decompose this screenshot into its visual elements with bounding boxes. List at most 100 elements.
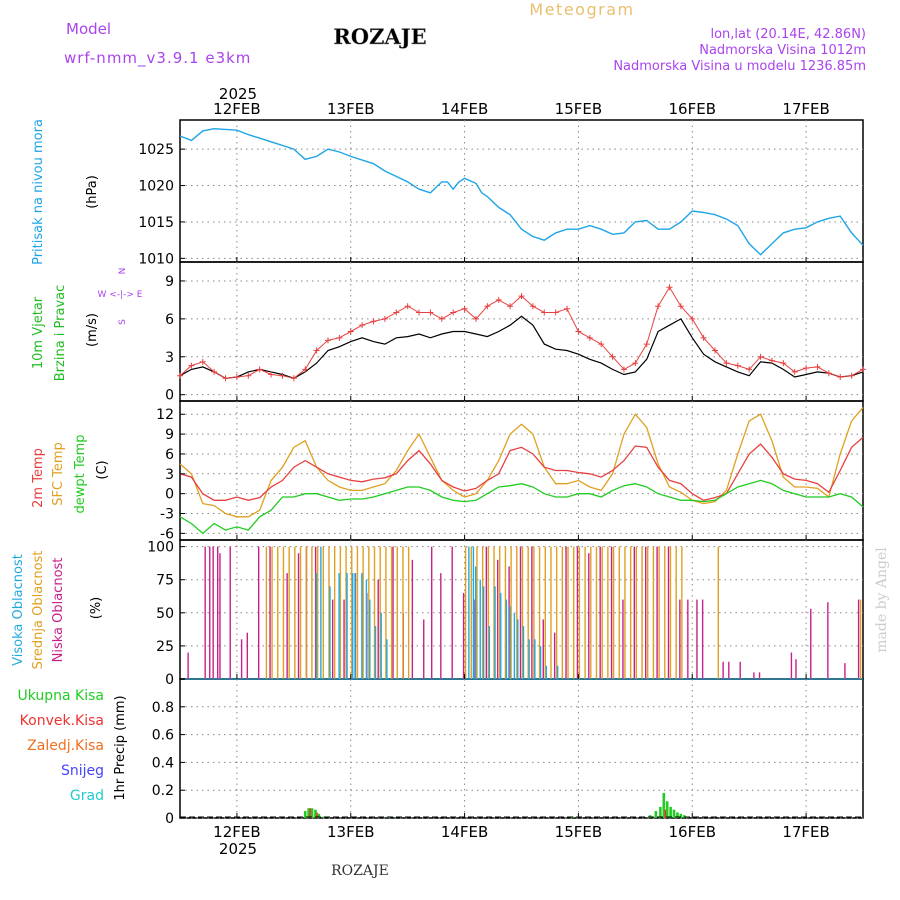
y-tick-label: 1020 — [138, 179, 174, 195]
coords-label: lon,lat (20.14E, 42.86N) — [710, 27, 866, 42]
wind-gust-marker — [734, 362, 741, 369]
y-tick-label: 1025 — [138, 142, 174, 158]
panel-cloud-frame — [179, 539, 864, 680]
wind-gust-marker — [427, 309, 434, 316]
y-tick-label: 1015 — [138, 215, 174, 231]
x-tick-label-bottom: 12FEB — [213, 823, 260, 841]
wind-gust-marker — [541, 309, 548, 316]
page-title: ROZAJE — [333, 24, 426, 49]
y-tick-label: 6 — [165, 312, 174, 328]
wind-gust-marker — [211, 368, 218, 375]
precip-conv-bar — [309, 808, 311, 818]
wind-unit: (m/s) — [85, 313, 100, 347]
legend-conv: Konvek.Kisa — [20, 713, 104, 729]
precip-total-bar — [317, 813, 321, 818]
wind-gust-marker — [677, 303, 684, 310]
panel-temp-frame — [179, 400, 864, 541]
precip-total-bar — [303, 811, 307, 818]
wind-gust-marker — [302, 366, 309, 373]
wind-gust-marker — [803, 365, 810, 372]
compass-north: N — [118, 268, 128, 275]
year-bottom: 2025 — [219, 840, 257, 858]
y-tick-label: 0.4 — [152, 755, 174, 771]
y-tick-label: 0 — [165, 811, 174, 827]
x-tick-label-bottom: 17FEB — [782, 823, 829, 841]
wind-gust-marker — [336, 334, 343, 341]
y-tick-label: 9 — [165, 427, 174, 443]
y-tick-label: 50 — [156, 606, 174, 622]
y-tick-label: 0.8 — [152, 700, 174, 716]
wind-gust-marker — [484, 303, 491, 310]
tick-labels: 12FEB 12FEB 13FEB 13FEB 14FEB 14FEB 15FEB 15FEB… — [138, 100, 829, 841]
wind-gust-marker — [825, 370, 832, 377]
wind-gust-marker — [575, 328, 582, 335]
wind-gust-marker — [586, 334, 593, 341]
chart-marks — [177, 127, 866, 818]
wind-ylabel-2: Brzina i Pravac — [53, 285, 68, 382]
year-top: 2025 — [219, 85, 257, 103]
precip-total-bar — [314, 809, 317, 818]
wind-gust-marker — [620, 366, 627, 373]
grid — [180, 120, 863, 819]
cloud-ylabel-3: Niska Oblacnost — [51, 558, 66, 663]
wind-gust-marker — [256, 366, 263, 373]
product-title: Meteogram — [529, 0, 634, 19]
wind-gust-marker — [860, 366, 866, 373]
wind-gust-marker — [222, 375, 229, 382]
wind-gust-marker — [324, 337, 331, 344]
wind-gust-marker — [177, 372, 183, 379]
wind-gust-marker — [632, 360, 639, 367]
x-tick-label-bottom: 16FEB — [669, 823, 716, 841]
wind-gust-marker — [564, 305, 571, 312]
precip-total-bar — [322, 816, 325, 818]
wind-gust-marker — [552, 309, 559, 316]
cloud-ylabel-2: Srednja Oblacnost — [31, 551, 46, 670]
wind-gust-marker — [233, 373, 240, 380]
wind-gust-marker — [416, 309, 423, 316]
wind-gust-marker — [768, 357, 775, 364]
wind-gust-marker — [381, 315, 388, 322]
wind-gust-marker — [848, 372, 855, 379]
precip-total-bar — [307, 808, 310, 818]
precip-total-bar — [665, 801, 669, 818]
wind-gust-marker — [370, 318, 377, 325]
dewpoint-line — [179, 479, 864, 535]
y-tick-label: 0.2 — [152, 783, 174, 799]
x-tick-label-bottom: 14FEB — [441, 823, 488, 841]
wind-gust-marker — [598, 341, 605, 348]
wind-gust-marker — [359, 322, 366, 329]
wind-gust-marker — [199, 358, 206, 365]
legend-frz: Zaledj.Kisa — [27, 738, 104, 754]
y-tick-label: -6 — [160, 526, 174, 542]
wind-gust-marker — [518, 293, 525, 300]
temp-ylabel-3: dewpt Temp — [73, 434, 88, 513]
wind-gust-marker — [290, 375, 297, 382]
wind-gust-marker — [245, 372, 252, 379]
y-tick-label: 0 — [165, 388, 174, 404]
legend-grad: Grad — [70, 788, 104, 804]
wind-ylabel-1: 10m Vjetar — [31, 296, 46, 369]
panel-wind-frame — [179, 261, 864, 402]
wind-gust-marker — [313, 347, 320, 354]
model-label: Model — [66, 20, 111, 38]
x-tick-label-top: 15FEB — [555, 100, 602, 118]
panel-precip-frame — [179, 678, 864, 819]
wind-gust-marker — [461, 305, 468, 312]
wind-gust-marker — [757, 353, 764, 360]
wind-gust-marker — [279, 372, 286, 379]
y-tick-label: 3 — [165, 467, 174, 483]
precip-total-bar — [659, 806, 662, 818]
temp-ylabel-2: SFC Temp — [51, 442, 66, 506]
precip-total-bar — [310, 808, 314, 818]
wind-gust-marker — [393, 309, 400, 316]
y-tick-label: 6 — [165, 447, 174, 463]
x-tick-label-top: 16FEB — [669, 100, 716, 118]
y-tick-label: 1010 — [138, 251, 174, 267]
temp-unit: (C) — [95, 460, 110, 479]
pressure-ylabel: Pritisak na nivou mora — [31, 119, 46, 265]
wind-gust-marker — [438, 315, 445, 322]
y-tick-label: 3 — [165, 350, 174, 366]
cloud-unit: (%) — [89, 597, 104, 620]
y-tick-label: 0 — [165, 487, 174, 503]
precip-total-bar — [662, 792, 666, 818]
